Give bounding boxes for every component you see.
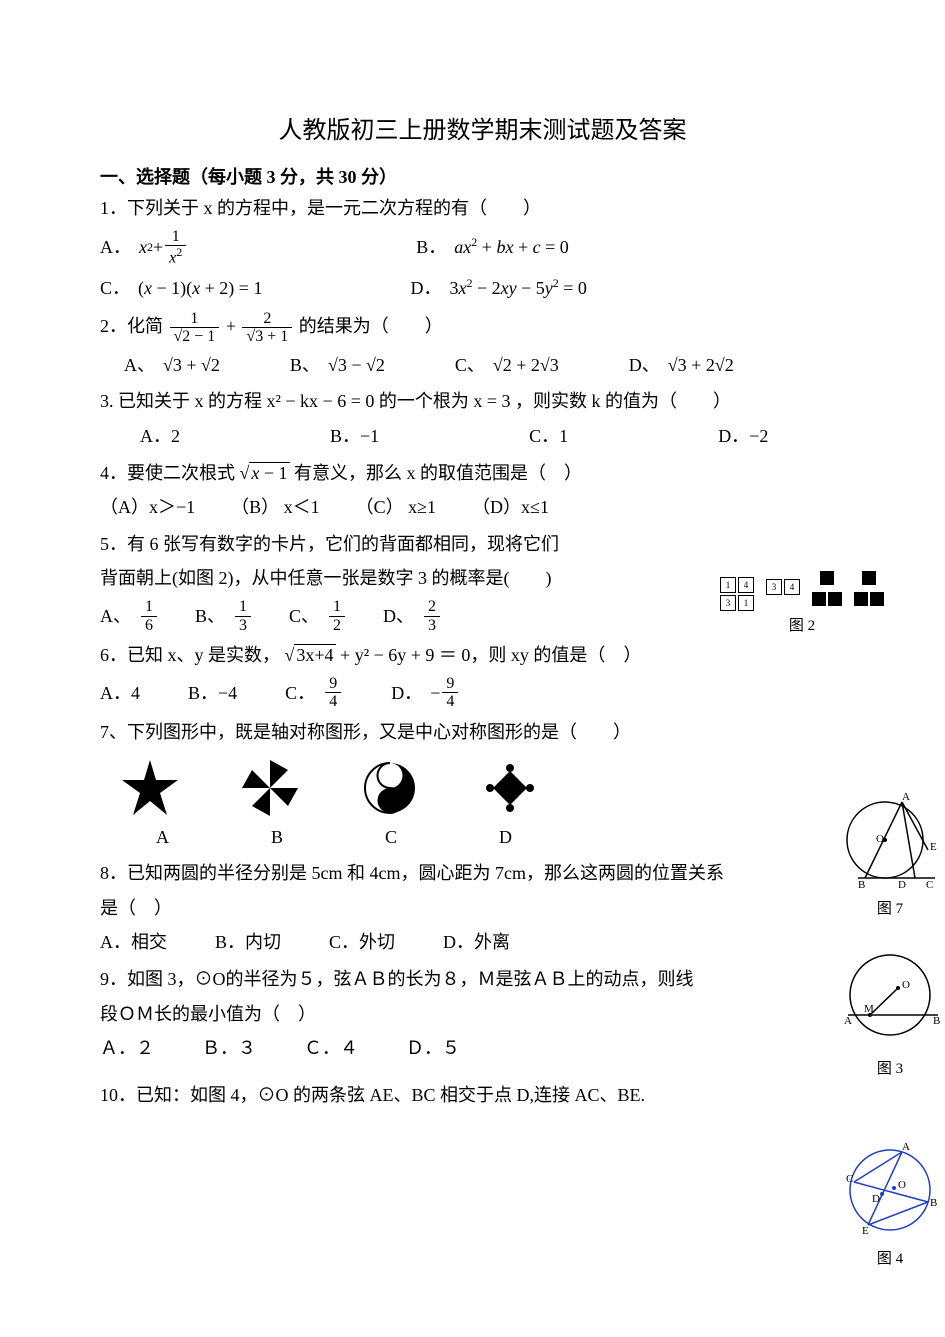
q9-option-c: Ｃ．４ xyxy=(304,1033,358,1064)
q4-option-b: （B） x＜1 xyxy=(231,492,320,523)
q8-stem-1: 8．已知两圆的半径分别是 5cm 和 4cm，圆心距为 7cm，那么这两圆的位置… xyxy=(100,858,865,889)
q6-option-c: C．94 xyxy=(285,675,343,711)
q2-stem: 2．化简 1√2 − 1 + 2√3 + 1 的结果为（ ） xyxy=(100,310,865,346)
q9-stem-2: 段ＯＭ长的最小值为（ ） xyxy=(100,999,865,1030)
q5-option-a: A、16 xyxy=(100,598,159,634)
q4-option-a: （A）x＞−1 xyxy=(100,492,195,523)
q7-option-d: D xyxy=(499,822,512,853)
q3-option-c: C．1 xyxy=(529,421,568,452)
q7-stem: 7、下列图形中，既是轴对称图形，又是中心对称图形的是（ ） xyxy=(100,717,865,748)
q4-option-c: （C） x≥1 xyxy=(356,492,436,523)
star-icon xyxy=(120,758,180,818)
pinwheel-icon xyxy=(240,758,300,818)
svg-text:O: O xyxy=(898,1179,906,1191)
svg-text:O: O xyxy=(876,833,884,845)
svg-text:E: E xyxy=(862,1225,869,1237)
page-title: 人教版初三上册数学期末测试题及答案 xyxy=(100,110,865,145)
q5-option-c: C、12 xyxy=(289,598,347,634)
q1-option-b: B． ax2 + bx + c = 0 xyxy=(416,228,568,268)
q8-option-d: D．外离 xyxy=(443,927,510,958)
svg-text:A: A xyxy=(902,791,910,803)
svg-text:M: M xyxy=(864,1003,874,1015)
q3-stem: 3. 已知关于 x 的方程 x² − kx − 6 = 0 的一个根为 x = … xyxy=(100,386,865,417)
q2-option-d: D、√3 + 2√2 xyxy=(629,350,734,381)
q4-stem: 4．要使二次根式 √x − 1 有意义，那么 x 的取值范围是（ ） xyxy=(100,458,865,489)
q9-option-a: Ａ．２ xyxy=(100,1033,154,1064)
q2-option-b: B、√3 − √2 xyxy=(290,350,385,381)
question-9: 9．如图 3，⊙O的半径为５，弦ＡＢ的长为８，Ｍ是弦ＡＢ上的动点，则线 段ＯＭ长… xyxy=(100,964,865,1064)
q6-stem: 6．已知 x、y 是实数， √3x+4 + y² − 6y + 9 ＝ 0，则 … xyxy=(100,640,865,671)
q3-option-b: B．−1 xyxy=(330,421,379,452)
question-4: 4．要使二次根式 √x − 1 有意义，那么 x 的取值范围是（ ） （A）x＞… xyxy=(100,458,865,523)
figure-4: A C B E O D 图 4 xyxy=(840,1140,940,1268)
question-3: 3. 已知关于 x 的方程 x² − kx − 6 = 0 的一个根为 x = … xyxy=(100,386,865,451)
q1-stem: 1．下列关于 x 的方程中，是一元二次方程的有（ ） xyxy=(100,193,865,224)
figure-4-caption: 图 4 xyxy=(840,1247,940,1268)
q7-option-c: C xyxy=(385,822,397,853)
question-2: 2．化简 1√2 − 1 + 2√3 + 1 的结果为（ ） A、√3 + √2… xyxy=(100,310,865,381)
q6-option-b: B．−4 xyxy=(188,675,237,711)
svg-text:B: B xyxy=(930,1197,937,1209)
q1-option-d: D． 3x2 − 2xy − 5y2 = 0 xyxy=(410,273,586,304)
q3-option-a: A．2 xyxy=(140,421,180,452)
q7-option-a: A xyxy=(156,822,169,853)
q8-option-a: A．相交 xyxy=(100,927,167,958)
figure-7: A O E B D C 图 7 xyxy=(840,790,940,918)
question-8: 8．已知两圆的半径分别是 5cm 和 4cm，圆心距为 7cm，那么这两圆的位置… xyxy=(100,858,865,958)
question-1: 1．下列关于 x 的方程中，是一元二次方程的有（ ） A． x2 + 1x2 B… xyxy=(100,193,865,304)
q10-stem: 10．已知：如图 4，⊙O 的两条弦 AE、BC 相交于点 D,连接 AC、BE… xyxy=(100,1080,865,1111)
svg-text:A: A xyxy=(844,1015,852,1027)
q9-option-b: Ｂ．３ xyxy=(202,1033,256,1064)
question-6: 6．已知 x、y 是实数， √3x+4 + y² − 6y + 9 ＝ 0，则 … xyxy=(100,640,865,711)
section-heading: 一、选择题（每小题 3 分，共 30 分） xyxy=(100,163,865,189)
svg-text:A: A xyxy=(902,1141,910,1153)
q3-option-d: D．−2 xyxy=(718,421,768,452)
figure-2-caption: 图 2 xyxy=(719,614,885,635)
q6-option-a: A．4 xyxy=(100,675,140,711)
q8-option-c: C．外切 xyxy=(329,927,395,958)
figure-3: O M A B 图 3 xyxy=(840,950,940,1078)
svg-text:D: D xyxy=(898,879,906,890)
q2-option-c: C、√2 + 2√3 xyxy=(455,350,559,381)
q8-stem-2: 是（ ） xyxy=(100,893,865,924)
svg-text:B: B xyxy=(933,1015,940,1027)
q7-option-b: B xyxy=(271,822,283,853)
q5-option-b: B、13 xyxy=(195,598,253,634)
svg-text:D: D xyxy=(872,1193,880,1205)
q4-option-d: （D）x≤1 xyxy=(472,492,549,523)
svg-text:O: O xyxy=(902,979,910,991)
diamond-dots-icon xyxy=(480,758,540,818)
figure-7-caption: 图 7 xyxy=(840,897,940,918)
svg-text:C: C xyxy=(926,879,933,890)
svg-text:B: B xyxy=(858,879,865,890)
q1-option-a: A． x2 + 1x2 xyxy=(100,228,188,268)
q9-option-d: Ｄ．５ xyxy=(406,1033,460,1064)
figure-2: 14 31 34 图 2 xyxy=(719,570,885,635)
q8-option-b: B．内切 xyxy=(215,927,281,958)
svg-text:E: E xyxy=(930,841,937,853)
figure-3-caption: 图 3 xyxy=(840,1057,940,1078)
q1-option-c: C． (x − 1)(x + 2) = 1 xyxy=(100,273,262,304)
q6-option-d: D．−94 xyxy=(391,675,460,711)
q9-stem-1: 9．如图 3，⊙O的半径为５，弦ＡＢ的长为８，Ｍ是弦ＡＢ上的动点，则线 xyxy=(100,964,865,995)
question-10: 10．已知：如图 4，⊙O 的两条弦 AE、BC 相交于点 D,连接 AC、BE… xyxy=(100,1080,865,1111)
q5-stem-1: 5．有 6 张写有数字的卡片，它们的背面都相同，现将它们 xyxy=(100,529,865,560)
svg-text:C: C xyxy=(846,1173,853,1185)
yinyang-icon xyxy=(360,758,420,818)
question-7: 7、下列图形中，既是轴对称图形，又是中心对称图形的是（ ） A B C xyxy=(100,717,865,852)
q2-option-a: A、√3 + √2 xyxy=(124,350,220,381)
q5-option-d: D、23 xyxy=(383,598,442,634)
